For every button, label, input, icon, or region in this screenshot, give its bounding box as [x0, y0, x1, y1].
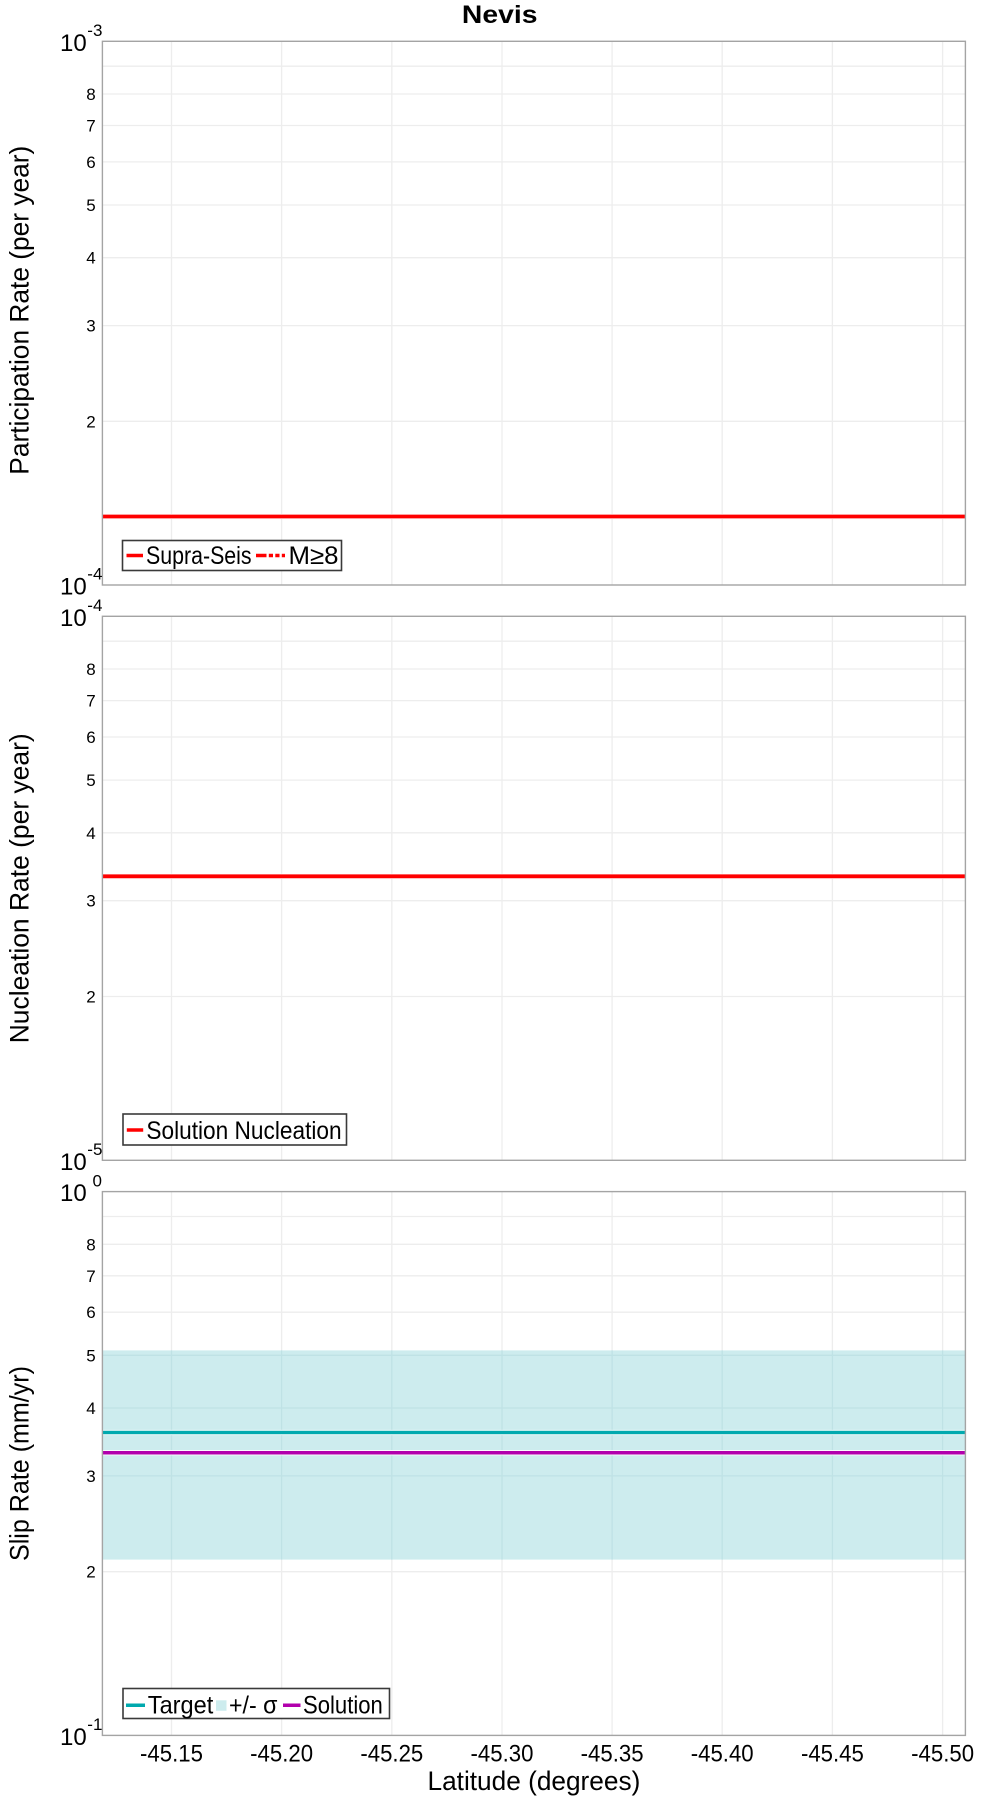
svg-text:4: 4 — [86, 249, 95, 268]
svg-text:6: 6 — [86, 153, 95, 172]
svg-text:8: 8 — [86, 85, 95, 104]
svg-text:-45.25: -45.25 — [360, 1741, 423, 1768]
svg-text:10: 10 — [60, 574, 87, 601]
svg-text:10: 10 — [60, 605, 87, 632]
svg-text:Solution Nucleation: Solution Nucleation — [146, 1117, 341, 1145]
svg-text:6: 6 — [86, 728, 95, 747]
svg-text:Supra-Seis: Supra-Seis — [146, 542, 252, 570]
svg-text:-3: -3 — [87, 21, 102, 40]
svg-text:-1: -1 — [87, 1715, 102, 1734]
svg-text:-45.50: -45.50 — [911, 1741, 974, 1768]
svg-text:5: 5 — [86, 1346, 95, 1365]
svg-text:Latitude (degrees): Latitude (degrees) — [428, 1766, 641, 1796]
svg-text:7: 7 — [86, 692, 95, 711]
svg-text:Slip Rate (mm/yr): Slip Rate (mm/yr) — [5, 1366, 35, 1561]
svg-text:4: 4 — [86, 824, 95, 843]
svg-text:-45.40: -45.40 — [691, 1741, 754, 1768]
svg-text:4: 4 — [86, 1399, 95, 1418]
svg-text:0: 0 — [93, 1171, 102, 1190]
svg-text:-45.20: -45.20 — [250, 1741, 313, 1768]
svg-text:Participation Rate (per year): Participation Rate (per year) — [5, 146, 35, 475]
svg-text:10: 10 — [60, 1180, 87, 1207]
svg-text:-45.30: -45.30 — [471, 1741, 534, 1768]
svg-text:-4: -4 — [87, 596, 102, 615]
svg-text:2: 2 — [86, 988, 95, 1007]
svg-text:5: 5 — [86, 196, 95, 215]
svg-text:Solution: Solution — [303, 1691, 383, 1719]
svg-text:Nevis: Nevis — [462, 1, 538, 29]
svg-text:-45.15: -45.15 — [140, 1741, 203, 1768]
svg-text:M≥8: M≥8 — [289, 542, 339, 570]
svg-text:-45.35: -45.35 — [581, 1741, 644, 1768]
svg-text:7: 7 — [86, 1267, 95, 1286]
svg-text:10: 10 — [60, 1724, 87, 1751]
svg-text:5: 5 — [86, 771, 95, 790]
svg-text:6: 6 — [86, 1303, 95, 1322]
svg-text:10: 10 — [60, 1149, 87, 1176]
svg-text:-4: -4 — [87, 565, 102, 584]
svg-text:-45.45: -45.45 — [801, 1741, 864, 1768]
svg-text:7: 7 — [86, 117, 95, 136]
svg-text:8: 8 — [86, 1235, 95, 1254]
svg-text:10: 10 — [60, 30, 87, 57]
svg-text:3: 3 — [86, 317, 95, 336]
svg-text:3: 3 — [86, 892, 95, 911]
svg-text:2: 2 — [86, 1563, 95, 1582]
svg-text:3: 3 — [86, 1467, 95, 1486]
svg-text:Target: Target — [148, 1691, 214, 1719]
svg-text:8: 8 — [86, 660, 95, 679]
svg-text:-5: -5 — [87, 1140, 102, 1159]
svg-text:+/- σ: +/- σ — [229, 1691, 278, 1719]
svg-text:Nucleation Rate (per year): Nucleation Rate (per year) — [5, 733, 35, 1043]
svg-text:2: 2 — [86, 412, 95, 431]
